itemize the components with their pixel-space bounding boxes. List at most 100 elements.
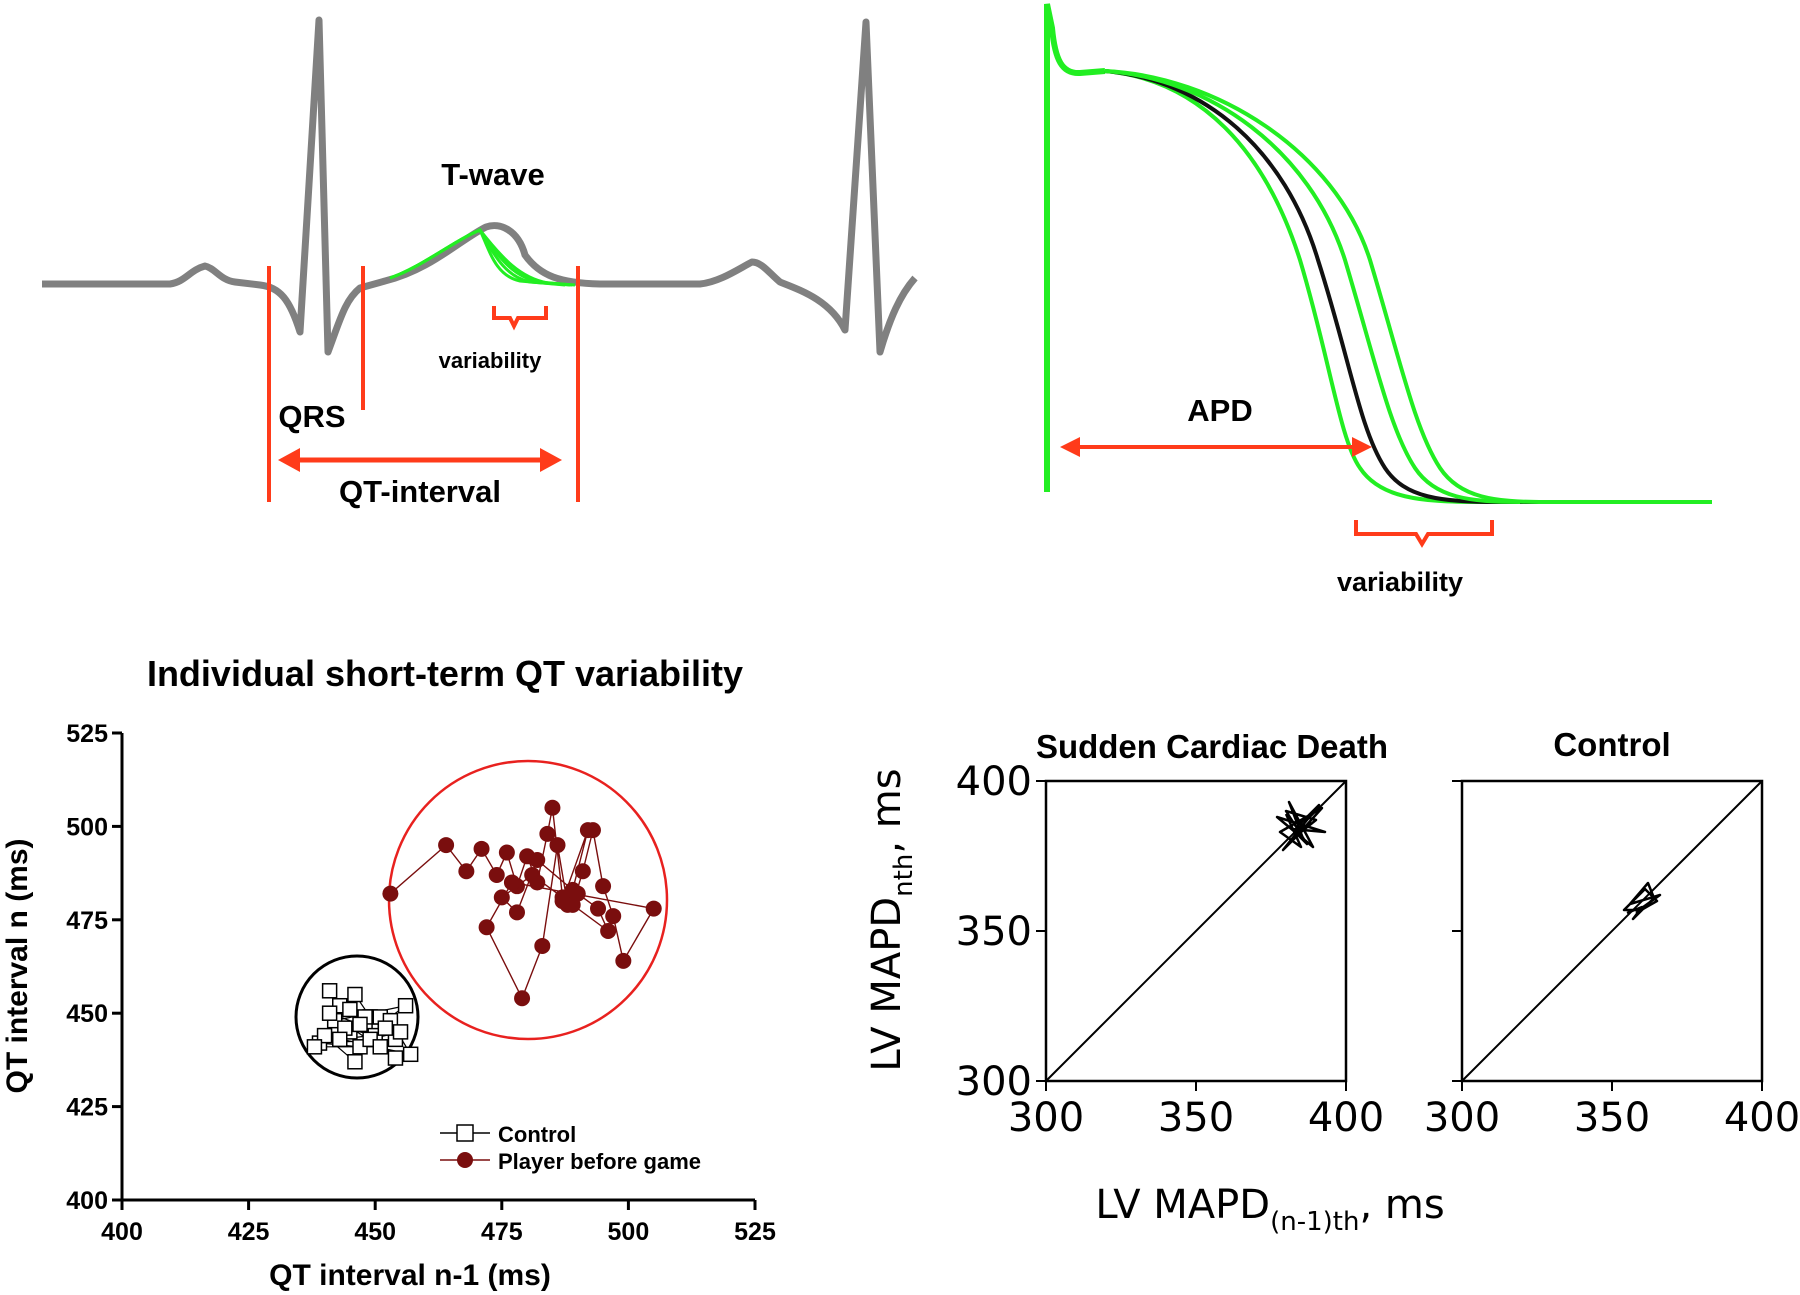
qt-ytick-label: 525 <box>66 720 108 748</box>
control-point <box>306 1039 323 1055</box>
scd-plot: 300 350 400 300 350 400 <box>956 759 1385 1141</box>
player-point <box>539 825 556 842</box>
legend-control-marker <box>456 1124 474 1142</box>
mapd-panel: Sudden Cardiac Death Control 300 350 400 30… <box>864 726 1800 1237</box>
mapd-x-axis-label: LV MAPD(n-1)th, ms <box>1095 1182 1444 1237</box>
scd-xtick-label: 300 <box>1008 1095 1084 1141</box>
player-point <box>544 799 561 816</box>
control-point <box>347 986 363 1003</box>
ecg-variability-label: variability <box>439 348 542 373</box>
mapd-y-axis-label: LV MAPDnth, ms <box>864 768 919 1071</box>
control-series <box>306 983 419 1070</box>
ap-panel: APD variability <box>1044 3 1712 597</box>
t-wave-variant-1 <box>389 228 566 287</box>
player-point <box>498 844 515 861</box>
control-point <box>321 983 338 999</box>
scd-title: Sudden Cardiac Death <box>1036 728 1388 765</box>
ecg-trace <box>42 16 918 356</box>
ctrl-xtick-label: 400 <box>1724 1095 1800 1141</box>
qt-arrow-head-left <box>278 448 300 472</box>
qt-ytick-label: 450 <box>66 1000 108 1028</box>
control-point <box>347 1054 363 1070</box>
ap-upstroke <box>1044 3 1106 492</box>
mapd-y-label-unit: , ms <box>864 768 910 853</box>
mapd-y-label-main: LV MAPD <box>864 897 910 1072</box>
player-point <box>595 878 612 895</box>
player-point <box>478 919 495 936</box>
control-point <box>377 1020 394 1036</box>
t-wave-variants <box>389 228 576 287</box>
scd-xtick-label: 350 <box>1158 1095 1234 1141</box>
qt-ytick-label: 500 <box>66 813 108 841</box>
apd-arrow-head-left <box>1060 437 1080 457</box>
qt-y-axis-label: QT interval n (ms) <box>1 838 34 1093</box>
qt-interval-label: QT-interval <box>339 474 501 509</box>
scd-xtick-label: 400 <box>1308 1095 1384 1141</box>
player-point <box>493 889 510 906</box>
qt-xtick-label: 450 <box>354 1218 396 1246</box>
scd-series-line <box>1275 800 1327 852</box>
control-point <box>342 1001 358 1018</box>
scd-identity-line <box>1045 780 1347 1082</box>
qrs-label: QRS <box>278 399 345 434</box>
player-point <box>524 866 541 883</box>
t-wave-variant-4 <box>389 228 576 287</box>
qt-xtick-label: 475 <box>481 1218 523 1246</box>
scd-ytick-label: 300 <box>956 1059 1032 1105</box>
qt-x-axis-label: QT interval n-1 (ms) <box>269 1259 551 1292</box>
control-point <box>372 1039 389 1055</box>
control-point <box>387 1050 404 1066</box>
apd-arrow-head-right <box>1352 437 1372 457</box>
mapd-x-label-unit: , ms <box>1359 1182 1444 1228</box>
ctrl-xtick-label: 350 <box>1574 1095 1650 1141</box>
player-point <box>645 900 662 917</box>
ap-variability-bracket <box>1354 520 1494 548</box>
ap-variability-label: variability <box>1337 567 1463 597</box>
qt-ytick-label: 425 <box>66 1094 108 1122</box>
control-mapd-title: Control <box>1553 726 1670 763</box>
player-point <box>534 937 551 954</box>
player-point <box>458 863 475 880</box>
control-point <box>352 1016 368 1033</box>
player-point <box>564 881 581 898</box>
player-point <box>438 837 455 854</box>
qt-ytick-label: 400 <box>66 1187 108 1215</box>
legend-player-label: Player before game <box>498 1149 701 1174</box>
mapd-x-label-sub: (n-1)th <box>1270 1207 1359 1237</box>
player-point <box>549 837 566 854</box>
player-point <box>529 852 546 869</box>
qt-scatter-title: Individual short-term QT variability <box>147 653 743 694</box>
qt-xtick-label: 500 <box>608 1218 650 1246</box>
ap-trace-green-3 <box>1104 69 1546 504</box>
qt-ytick-label: 475 <box>66 907 108 935</box>
ctrl-identity-line <box>1461 780 1763 1082</box>
qt-xtick-label: 400 <box>101 1218 143 1246</box>
player-point <box>382 885 399 902</box>
player-series-line <box>389 807 655 1000</box>
ap-trace-green-1 <box>1104 69 1712 504</box>
qt-arrow-head-right <box>540 448 562 472</box>
player-point <box>615 952 632 969</box>
scd-ytick-label: 400 <box>956 759 1032 805</box>
player-point <box>508 904 525 921</box>
player-point <box>503 874 520 891</box>
player-point <box>600 923 617 940</box>
mapd-x-label-main: LV MAPD <box>1095 1182 1270 1228</box>
control-cluster-circle <box>294 954 420 1080</box>
ctrl-xtick-label: 300 <box>1424 1095 1500 1141</box>
control-point <box>397 997 414 1014</box>
legend-control-label: Control <box>498 1122 576 1147</box>
player-point <box>514 990 531 1007</box>
player-point <box>488 866 505 883</box>
qt-xtick-label: 425 <box>228 1218 270 1246</box>
player-point <box>590 900 607 917</box>
qt-xtick-label: 525 <box>734 1218 776 1246</box>
control-point <box>321 1005 338 1021</box>
t-variability-bracket <box>492 306 548 331</box>
player-point <box>605 908 622 925</box>
player-point <box>554 893 571 910</box>
ap-trace-black <box>1104 69 1540 504</box>
ap-trace-green-2 <box>1104 69 1521 504</box>
control-point <box>402 1046 419 1063</box>
